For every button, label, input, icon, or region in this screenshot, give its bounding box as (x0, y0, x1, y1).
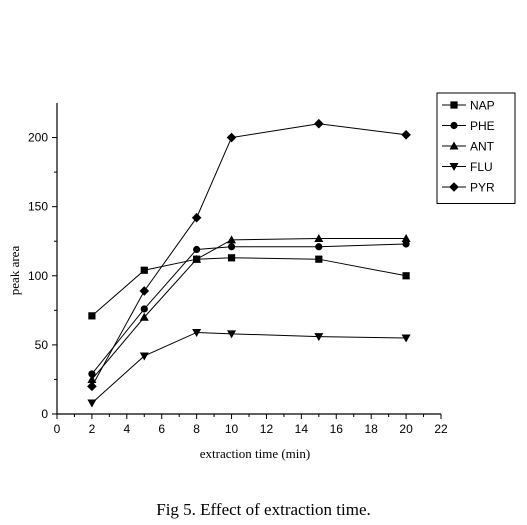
data-point-phe (140, 305, 148, 313)
x-tick-label: 18 (365, 422, 379, 436)
data-point-flu (87, 399, 97, 408)
series-layer (87, 118, 411, 408)
data-point-pyr (139, 286, 150, 296)
series-line-ant (91, 237, 407, 380)
series-line-phe (91, 243, 407, 375)
data-point-flu (227, 330, 237, 339)
series-nap (88, 254, 410, 320)
data-point-pyr (87, 381, 97, 392)
data-point-pyr (314, 118, 324, 129)
data-point-phe (315, 243, 323, 251)
data-point-flu (314, 333, 324, 342)
legend-label-phe: PHE (470, 119, 495, 133)
x-axis-title: extraction time (min) (200, 446, 310, 461)
x-tick-label: 14 (295, 422, 309, 436)
series-pyr (87, 118, 411, 392)
data-point-phe (227, 243, 236, 251)
legend-marker-ant (449, 141, 459, 150)
x-tick-label: 16 (330, 422, 344, 436)
y-tick-label: 50 (35, 338, 49, 352)
data-point-flu (401, 334, 411, 343)
x-tick-label: 20 (399, 422, 413, 436)
series-line-nap (91, 257, 407, 317)
x-tick-label: 4 (123, 422, 130, 436)
legend-box (436, 92, 516, 204)
data-point-flu (139, 352, 149, 361)
series-phe (88, 240, 410, 378)
legend-marker-pyr (449, 182, 459, 192)
y-tick-label: 0 (41, 407, 48, 421)
legend-marker-phe (450, 121, 458, 130)
data-point-ant (87, 374, 97, 383)
axes: 0 2 4 6 8 10 12 14 16 18 20 22 0 50 100 150 200 extractio… (7, 103, 448, 461)
data-point-ant (314, 233, 324, 242)
legend-label-flu: FLU (470, 160, 493, 174)
data-point-pyr (226, 132, 237, 143)
data-point-nap (402, 272, 410, 280)
legend-marker-nap (450, 101, 458, 109)
y-tick-label: 200 (28, 131, 48, 145)
x-tick-label: 2 (89, 422, 96, 436)
y-axis-title: peak area (7, 246, 22, 296)
legend-label-nap: NAP (470, 99, 495, 113)
x-tick-label: 10 (225, 422, 239, 436)
legend-label-pyr: PYR (470, 181, 495, 195)
data-point-pyr (401, 129, 411, 140)
x-tick-label: 0 (54, 422, 61, 436)
x-tick-label: 22 (434, 422, 448, 436)
data-point-nap (140, 266, 148, 274)
series-line-pyr (91, 123, 407, 387)
x-tick-label: 12 (260, 422, 274, 436)
x-tick-label: 6 (158, 422, 165, 436)
legend-marker-flu (449, 163, 459, 171)
data-point-pyr (191, 212, 202, 223)
data-point-flu (192, 328, 202, 337)
data-point-nap (88, 312, 96, 320)
y-tick-label: 150 (28, 200, 48, 214)
data-point-ant (401, 233, 411, 242)
y-tick-label: 100 (28, 269, 48, 283)
data-point-ant (227, 235, 237, 244)
data-point-phe (88, 370, 96, 378)
figure-caption: Fig 5. Effect of extraction time. (156, 500, 371, 519)
data-point-nap (227, 254, 236, 262)
data-point-phe (402, 240, 410, 248)
data-point-ant (139, 312, 149, 321)
x-tick-label: 8 (193, 422, 200, 436)
legend-label-ant: ANT (470, 140, 495, 154)
data-point-phe (193, 245, 201, 254)
series-flu (87, 328, 411, 408)
data-point-nap (315, 255, 323, 263)
legend: NAP PHE ANT FLU PYR (436, 92, 516, 204)
data-point-ant (192, 254, 202, 263)
series-line-flu (91, 331, 407, 404)
series-ant (87, 233, 411, 383)
